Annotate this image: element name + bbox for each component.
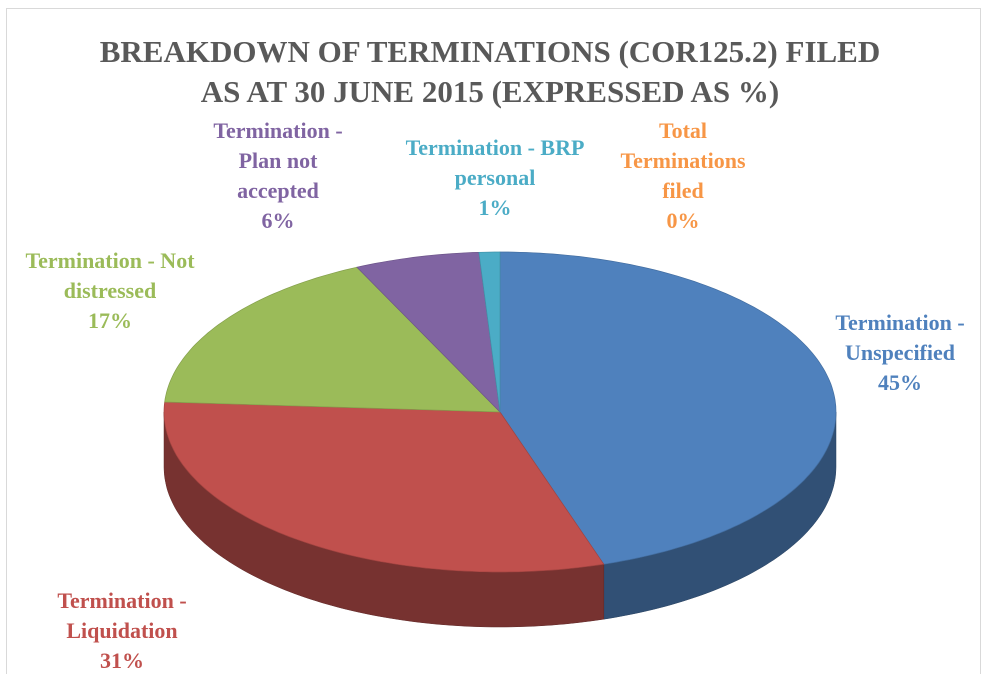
label-name: Termination - Not distressed bbox=[15, 246, 205, 306]
label-value: 31% bbox=[22, 646, 222, 676]
label-name: Termination - BRP personal bbox=[405, 133, 585, 193]
label-name: Total Terminations filed bbox=[608, 116, 758, 206]
label-name: Termination - Unspecified bbox=[813, 308, 983, 368]
label-name: Termination - Plan not accepted bbox=[198, 116, 358, 206]
label-value: 6% bbox=[198, 206, 358, 236]
chart-title: BREAKDOWN OF TERMINATIONS (COR125.2) FIL… bbox=[90, 32, 890, 112]
label-value: 0% bbox=[608, 206, 758, 236]
label-name: Termination - Liquidation bbox=[22, 586, 222, 646]
label-value: 45% bbox=[813, 368, 983, 398]
label-value: 17% bbox=[15, 306, 205, 336]
label-value: 1% bbox=[405, 193, 585, 223]
